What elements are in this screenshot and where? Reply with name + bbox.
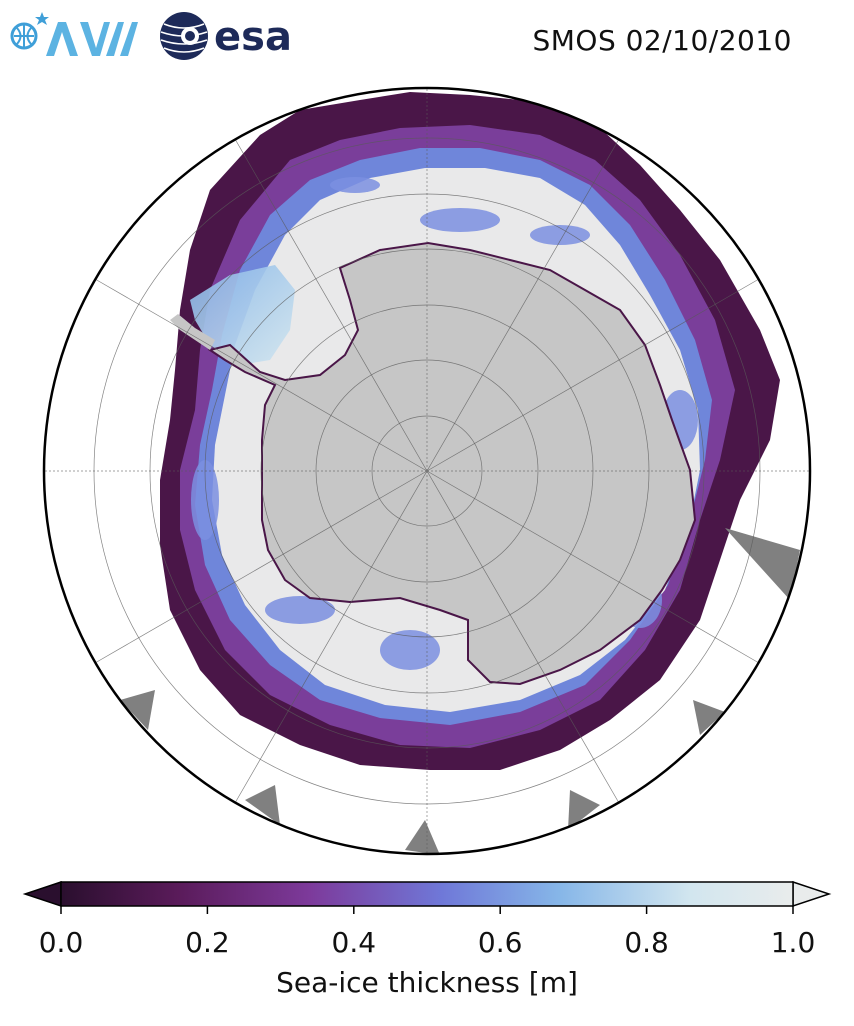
colorbar-gradient — [60, 881, 794, 907]
awi-globe-icon — [10, 12, 49, 50]
weddell-thin-ice — [190, 265, 295, 365]
colorbar-extend-min — [22, 880, 62, 908]
awi-letters — [46, 22, 138, 56]
antarctic-peninsula — [170, 314, 215, 350]
antarctic-map — [42, 86, 812, 856]
colorbar-tick-label: 0.6 — [478, 926, 523, 959]
antarctica-land — [207, 241, 697, 686]
colorbar-label: Sea-ice thickness [m] — [276, 966, 578, 999]
colorbar-tick-label: 0.2 — [185, 926, 230, 959]
esa-wordmark: esa — [214, 14, 292, 60]
colorbar: 0.0 0.2 0.4 0.6 0.8 1.0 Sea-ice thickness [m] — [22, 880, 832, 999]
colorbar-tick-label: 0.0 — [39, 926, 84, 959]
colorbar-tick-label: 0.4 — [332, 926, 377, 959]
colorbar-ticks: 0.0 0.2 0.4 0.6 0.8 1.0 — [39, 906, 816, 959]
no-data-wedges — [120, 528, 800, 854]
colorbar-extend-max — [792, 880, 832, 908]
map-title: SMOS 02/10/2010 — [532, 24, 792, 57]
colorbar-tick-label: 1.0 — [771, 926, 816, 959]
graticule-meridians — [44, 88, 810, 854]
awi-logo — [10, 12, 138, 56]
esa-globe-icon — [160, 12, 208, 60]
esa-logo: esa — [160, 12, 292, 60]
colorbar-tick-label: 0.8 — [624, 926, 669, 959]
map-boundary — [42, 86, 812, 856]
